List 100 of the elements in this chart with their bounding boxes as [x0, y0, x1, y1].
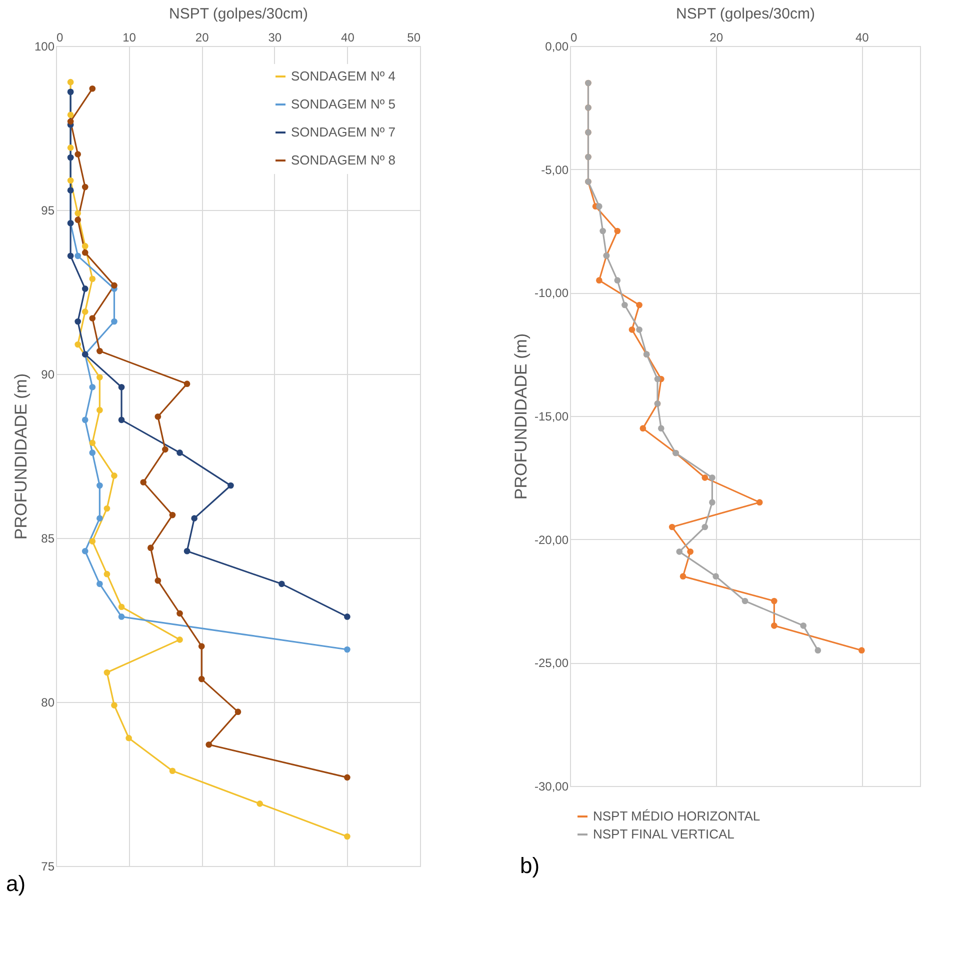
point — [184, 548, 190, 554]
point — [96, 515, 103, 522]
point — [614, 228, 621, 234]
point — [104, 570, 110, 578]
point — [89, 315, 96, 322]
point — [184, 380, 190, 387]
point — [636, 302, 642, 308]
point — [628, 326, 636, 333]
point — [709, 474, 716, 481]
point — [74, 151, 81, 158]
point — [640, 425, 646, 432]
text: a) — [6, 871, 26, 896]
y-tick-label: 100 — [34, 40, 55, 54]
y-tick-label: 0,00 — [545, 40, 569, 54]
y-tick-label: 90 — [41, 368, 55, 382]
legend-label: SONDAGEM Nº 8 — [291, 152, 396, 168]
point — [104, 669, 110, 676]
y-tick-label: 75 — [41, 860, 55, 874]
point — [118, 416, 125, 424]
point — [96, 348, 103, 354]
point — [118, 614, 125, 620]
x-tick-label: 50 — [407, 30, 421, 44]
point — [67, 144, 74, 151]
point — [74, 216, 81, 223]
point — [198, 643, 205, 650]
point — [154, 413, 162, 420]
point — [176, 636, 183, 643]
x-tick-label: 20 — [195, 30, 210, 44]
point — [74, 210, 81, 216]
point — [800, 622, 806, 629]
point — [712, 573, 719, 580]
point — [126, 734, 132, 742]
point — [596, 277, 602, 284]
point — [82, 249, 88, 256]
text: b) — [520, 853, 540, 878]
x-tick-label: 0 — [56, 30, 64, 44]
legend-label: SONDAGEM Nº 5 — [291, 96, 396, 112]
y-tick-label: -30,00 — [534, 780, 569, 794]
legend-label: SONDAGEM Nº 4 — [291, 68, 396, 84]
point — [702, 524, 708, 530]
y-tick-label: -10,00 — [534, 286, 569, 300]
point — [96, 406, 103, 414]
point — [206, 741, 212, 748]
point — [82, 242, 88, 250]
point — [67, 112, 74, 118]
point — [111, 702, 118, 708]
point — [668, 524, 676, 530]
point — [89, 85, 96, 92]
point — [169, 768, 176, 774]
point — [191, 515, 198, 522]
point — [771, 622, 778, 629]
y-tick-label: -5,00 — [541, 162, 569, 177]
point — [118, 384, 125, 390]
point — [756, 499, 763, 506]
point — [67, 177, 74, 184]
point — [82, 184, 88, 190]
point — [118, 604, 125, 610]
y-tick-label: 80 — [41, 696, 55, 710]
point — [89, 276, 96, 282]
legend-label: NSPT MÉDIO HORIZONTAL — [593, 808, 760, 824]
y-tick-label: 95 — [41, 204, 55, 218]
point — [596, 203, 602, 210]
y-tick-label: -20,00 — [534, 532, 569, 547]
x-tick-label: 0 — [570, 30, 578, 44]
point — [96, 482, 103, 489]
point — [228, 482, 234, 489]
point — [234, 708, 242, 715]
y-tick-label: -15,00 — [534, 410, 569, 424]
point — [687, 548, 694, 555]
x-axis-title: NSPT (golpes/30cm) — [169, 6, 308, 22]
point — [111, 472, 118, 479]
point — [858, 647, 865, 654]
point — [709, 499, 716, 506]
point — [96, 374, 103, 380]
point — [256, 800, 263, 807]
point — [198, 676, 205, 682]
point — [658, 425, 664, 432]
point — [622, 302, 628, 308]
point — [147, 544, 154, 551]
y-tick-label: 85 — [41, 532, 55, 546]
point — [176, 610, 183, 617]
point — [676, 548, 683, 555]
point — [82, 416, 88, 424]
point — [111, 282, 118, 289]
point — [344, 646, 350, 653]
point — [654, 376, 661, 382]
point — [82, 308, 88, 315]
x-tick-label: 30 — [268, 30, 282, 44]
point — [89, 440, 96, 446]
point — [278, 580, 285, 588]
point — [74, 341, 81, 348]
point — [89, 450, 96, 456]
point — [636, 326, 642, 333]
point — [771, 598, 778, 604]
point — [74, 318, 81, 325]
point — [162, 446, 168, 453]
y-axis-title: PROFUNDIDADE (m) — [511, 333, 530, 500]
x-tick-label: 20 — [710, 30, 724, 44]
y-axis-title: PROFUNDIDADE (m) — [11, 373, 30, 540]
point — [614, 277, 621, 284]
